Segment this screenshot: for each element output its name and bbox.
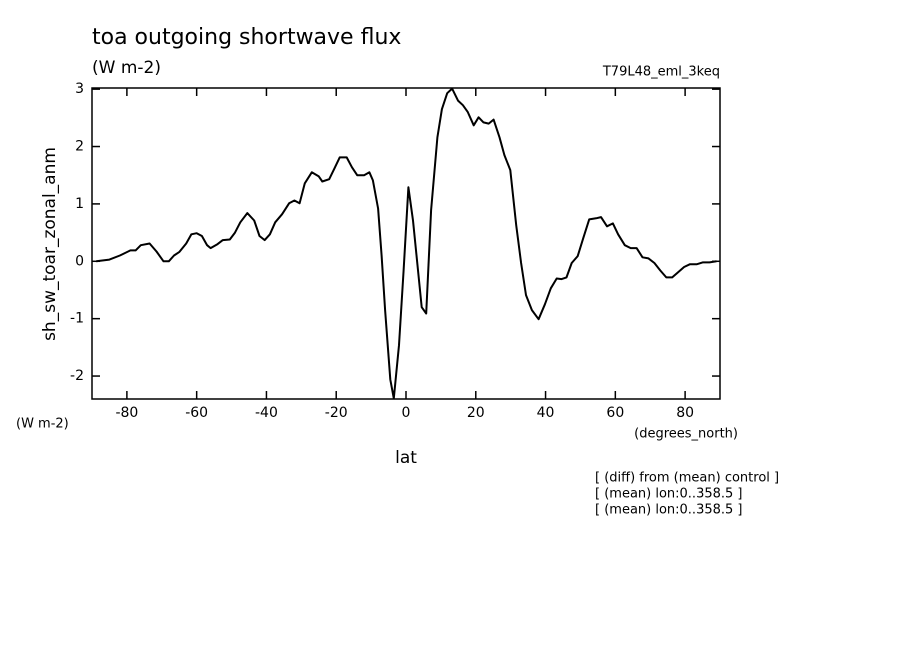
- note: [ (mean) lon:0..358.5 ]: [595, 487, 743, 502]
- x-tick-label: 40: [537, 405, 555, 421]
- y-tick-label: 1: [75, 196, 84, 212]
- x-tick-label: 20: [467, 405, 485, 421]
- x-tick-label: 0: [402, 405, 411, 421]
- subtitle: (W m-2): [92, 58, 161, 78]
- note: [ (diff) from (mean) control ]: [595, 471, 779, 486]
- y-tick-label: -2: [70, 368, 84, 384]
- x-tick-label: 60: [606, 405, 624, 421]
- x-tick-label: -40: [255, 405, 278, 421]
- chart-title: toa outgoing shortwave flux: [92, 25, 401, 50]
- y-tick-label: 3: [75, 81, 84, 97]
- note: [ (mean) lon:0..358.5 ]: [595, 503, 743, 518]
- y-axis-label: sh_sw_toar_zonal_anm: [40, 147, 60, 341]
- run-label: T79L48_eml_3keq: [602, 65, 720, 80]
- x-tick-label: 80: [676, 405, 694, 421]
- y-units: (W m-2): [16, 417, 69, 432]
- y-tick-label: 2: [75, 139, 84, 155]
- y-tick-label: -1: [70, 311, 84, 327]
- x-units: (degrees_north): [634, 427, 738, 442]
- x-tick-label: -80: [115, 405, 138, 421]
- x-tick-label: -60: [185, 405, 208, 421]
- data-line: [96, 87, 717, 400]
- x-tick-label: -20: [325, 405, 348, 421]
- x-axis-label: lat: [395, 448, 417, 468]
- y-tick-label: 0: [75, 253, 84, 269]
